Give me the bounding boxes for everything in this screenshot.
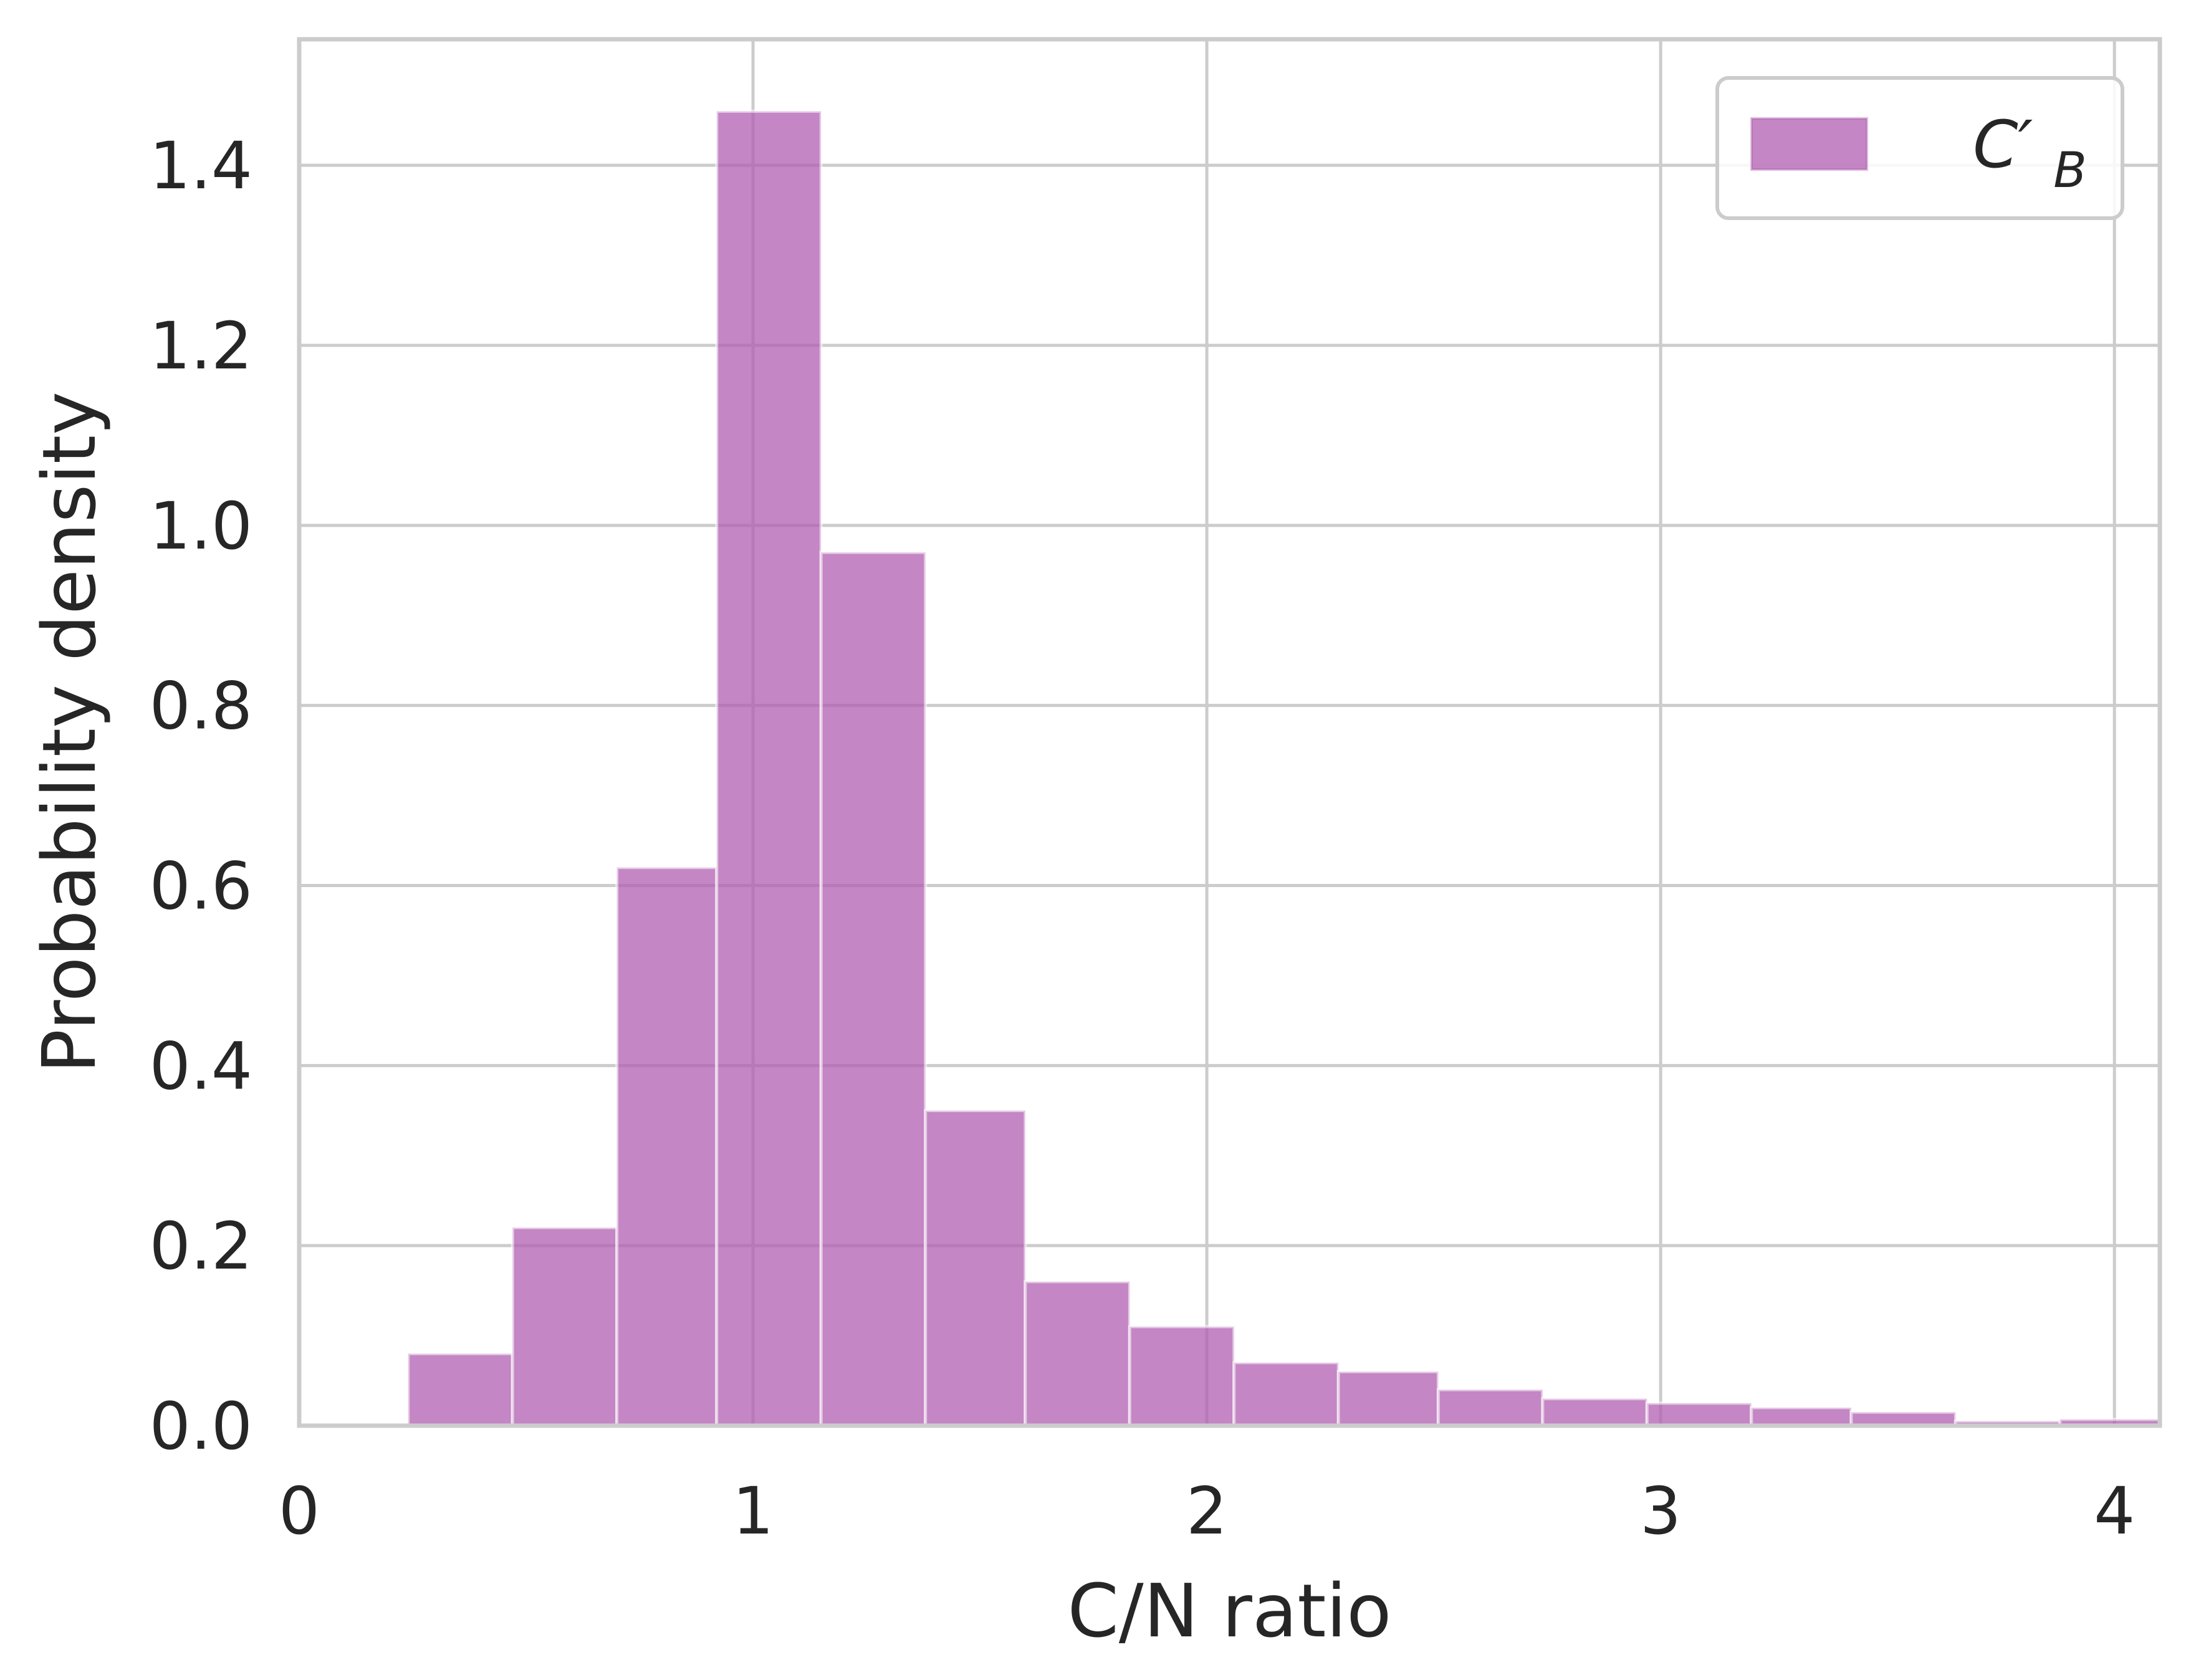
y-tick-labels: 0.0 0.2 0.4 0.6 0.8 1.0 1.2 1.4 xyxy=(150,128,252,1464)
y-tick-label: 1.0 xyxy=(150,488,252,564)
histogram-bar xyxy=(819,550,928,1428)
histogram-bar xyxy=(924,1109,1027,1428)
x-tick-label: 0 xyxy=(279,1473,320,1549)
plot-frame xyxy=(297,37,2162,1428)
y-tick-label: 0.6 xyxy=(150,848,252,924)
histogram-bars xyxy=(406,110,2162,1428)
x-tick-label: 4 xyxy=(2094,1473,2135,1549)
y-tick-label: 1.2 xyxy=(150,308,252,384)
y-tick-label: 0.2 xyxy=(150,1208,252,1284)
legend-label: C′ B xyxy=(1973,107,2087,199)
histogram-bar xyxy=(1336,1370,1440,1428)
x-tick-label: 1 xyxy=(732,1473,774,1549)
y-axis-label: Probability density xyxy=(26,391,112,1073)
x-tick-label: 2 xyxy=(1186,1473,1227,1549)
histogram-bar xyxy=(406,1351,514,1428)
legend-box xyxy=(1715,76,2124,220)
histogram-bar xyxy=(1750,1406,1853,1428)
histogram-bar xyxy=(715,110,823,1428)
histogram-bar xyxy=(511,1226,619,1428)
histogram-bar xyxy=(1232,1361,1340,1428)
y-tick-label: 1.4 xyxy=(150,128,252,204)
legend-label-main: C′ xyxy=(1973,107,2033,183)
x-tick-labels: 0 1 2 3 4 xyxy=(279,1473,2135,1549)
histogram-bar xyxy=(1541,1397,1649,1428)
legend: C′ B xyxy=(1715,76,2124,220)
legend-swatch xyxy=(1750,117,1868,171)
histogram-bar xyxy=(1436,1388,1545,1428)
y-tick-label: 0.0 xyxy=(150,1388,252,1464)
x-axis-label: C/N ratio xyxy=(1068,1568,1392,1654)
legend-label-subscript: B xyxy=(2053,143,2087,199)
histogram-bar xyxy=(1024,1280,1131,1428)
histogram-bar xyxy=(1128,1325,1236,1428)
histogram-bar xyxy=(1645,1401,1753,1428)
y-tick-label: 0.8 xyxy=(150,668,252,744)
x-tick-label: 3 xyxy=(1640,1473,1681,1549)
y-tick-label: 0.4 xyxy=(150,1028,252,1104)
histogram-bar xyxy=(615,866,719,1428)
